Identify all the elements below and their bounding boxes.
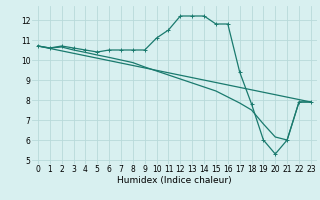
X-axis label: Humidex (Indice chaleur): Humidex (Indice chaleur): [117, 176, 232, 185]
